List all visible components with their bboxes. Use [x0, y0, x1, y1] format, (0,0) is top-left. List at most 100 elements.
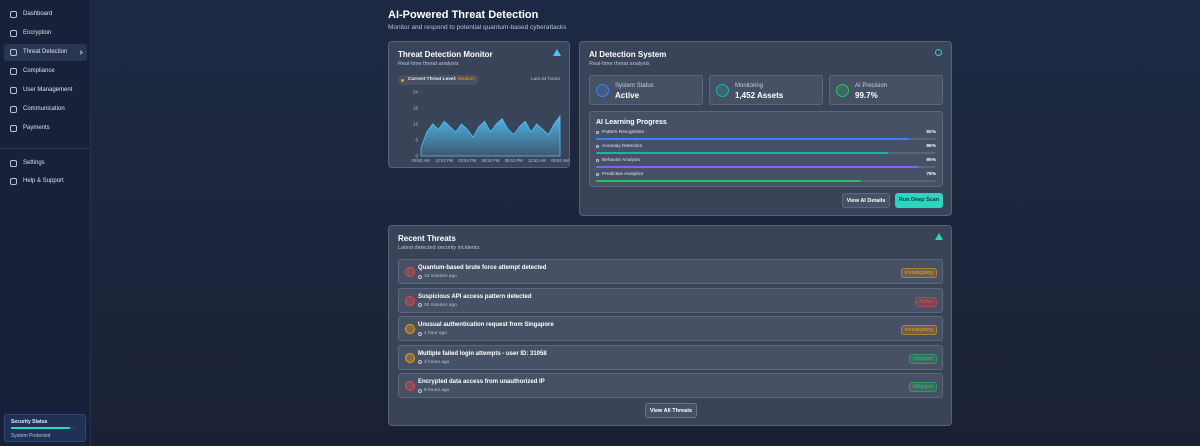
view-all-threats-button[interactable]: View All Threats [645, 403, 697, 418]
nav-label: Communication [23, 106, 65, 112]
threat-row[interactable]: Multiple failed login attempts - user ID… [398, 344, 943, 370]
threat-title: Quantum-based brute force attempt detect… [418, 265, 547, 271]
nav-icon [10, 106, 17, 113]
stat-icon [836, 84, 849, 97]
nav-item[interactable]: Payments [4, 120, 87, 137]
progress-value: 86% [926, 144, 936, 149]
ai-card: AI Detection System Real-time threat ana… [579, 41, 952, 216]
threat-time: 10 minutes ago [424, 274, 457, 279]
severity-icon [405, 324, 415, 334]
threats-card: Recent Threats Latest detected security … [388, 225, 952, 426]
nav-icon [10, 125, 17, 132]
severity-icon [405, 267, 415, 277]
progress-label: Predictive Analytics [602, 172, 644, 177]
stat-value: Active [615, 91, 640, 100]
nav-icon [10, 11, 17, 18]
range: Last 24 hours [530, 77, 560, 82]
stat-label: Monitoring [735, 83, 764, 89]
status-badge: Active [915, 296, 937, 307]
learning-title: AI Learning Progress [596, 119, 667, 126]
nav-icon [10, 68, 17, 75]
alert-icon [935, 233, 943, 240]
progress-bar [596, 138, 909, 140]
status-badge: Investigating [900, 325, 937, 335]
nav-item[interactable]: Threat Detection [4, 44, 87, 61]
threat-row[interactable]: Suspicious API access pattern detected 30… [398, 287, 943, 313]
progress-track [596, 180, 936, 182]
progress-bar [596, 166, 919, 168]
status-title: Security Status [11, 419, 48, 425]
sidebar: Security Status System Protected Dashboa… [0, 0, 91, 446]
y-tick-label: 24 [413, 90, 419, 95]
progress-value: 92% [926, 130, 936, 135]
threat-chart: 0 6 12 18 24 09:52 AM 12:52 PM 03:52 PM 06:52 PM… [412, 90, 569, 164]
x-tick-label: 12:52 PM [435, 158, 453, 163]
nav-item[interactable]: Compliance [4, 63, 87, 80]
x-tick-label: 09:52 AM [412, 158, 430, 163]
nav-icon [10, 160, 17, 167]
progress-label: Pattern Recognition [602, 130, 645, 135]
clock-icon [418, 331, 422, 336]
status-text: System Protected [11, 433, 51, 439]
nav-item[interactable]: Settings [4, 155, 87, 172]
threat-level: Current Threat Level: Medium [398, 75, 479, 85]
nav-icon [10, 178, 17, 185]
threat-row[interactable]: Quantum-based brute force attempt detect… [398, 259, 943, 284]
y-tick-label: 0 [415, 154, 418, 159]
tag-icon [596, 131, 599, 134]
nav-label: Help & Support [23, 178, 64, 184]
security-status: Security Status System Protected [4, 414, 86, 442]
nav-item[interactable]: User Management [4, 82, 87, 99]
x-tick-label: 06:52 PM [482, 158, 500, 163]
nav-label: Compliance [23, 68, 55, 74]
stat-label: AI Precision [855, 83, 888, 89]
clock-icon [418, 360, 422, 364]
nav-item[interactable]: Help & Support [4, 173, 87, 190]
stat-value: 1,452 Assets [735, 91, 784, 100]
y-tick-label: 6 [415, 138, 418, 143]
page-title: AI-Powered Threat Detection [388, 9, 539, 21]
stat-box: AI Precision 99.7% [829, 75, 943, 105]
threat-time: 3 hours ago [424, 359, 450, 365]
nav-item[interactable]: Encryption [4, 25, 87, 42]
nav-label: Settings [23, 160, 45, 166]
level-value: Medium [457, 77, 475, 82]
nav-item[interactable]: Communication [4, 101, 87, 118]
y-tick-label: 18 [413, 106, 419, 111]
learning-box: AI Learning Progress Pattern Recognition… [589, 111, 943, 187]
nav-icon [10, 87, 17, 94]
card-title: Recent Threats [398, 234, 456, 243]
nav-item[interactable]: Dashboard [4, 6, 87, 23]
threat-title: Suspicious API access pattern detected [418, 293, 532, 300]
card-title: AI Detection System [589, 50, 667, 59]
nav-label: Encryption [23, 30, 52, 36]
view-ai-details-button[interactable]: View AI Details [842, 193, 890, 208]
stat-box: System Status Active [589, 75, 703, 105]
threat-title: Unusual authentication request from Sing… [418, 322, 554, 328]
progress-label: Behavior Analysis [602, 158, 640, 163]
nav-label: Dashboard [23, 11, 53, 17]
threat-time: 1 hour ago [424, 331, 447, 336]
progress-bar [596, 152, 889, 154]
nav-icon [10, 49, 17, 56]
nav-label: User Management [23, 87, 73, 93]
card-title: Threat Detection Monitor [398, 50, 493, 59]
card-subtitle: Real-time threat analysis [398, 61, 459, 67]
severity-icon [405, 352, 415, 363]
status-badge: Investigating [900, 268, 937, 278]
x-tick-label: 09:52 AM [551, 158, 569, 163]
progress-label: Anomaly Detection [602, 144, 643, 149]
stat-icon [716, 84, 729, 97]
clock-icon [418, 303, 422, 307]
threat-row[interactable]: Unusual authentication request from Sing… [398, 316, 943, 341]
threat-row[interactable]: Encrypted data access from unauthorized … [398, 373, 943, 398]
deep-scan-button[interactable]: Run Deep Scan [895, 193, 943, 208]
severity-icon [405, 295, 415, 306]
level-label: Current Threat Level: [408, 77, 457, 82]
threat-time: 30 minutes ago [424, 302, 457, 308]
nav-icon [10, 30, 17, 37]
status-badge: Mitigated [908, 382, 937, 392]
progress-track [596, 138, 936, 140]
threat-title: Encrypted data access from unauthorized … [418, 379, 545, 385]
